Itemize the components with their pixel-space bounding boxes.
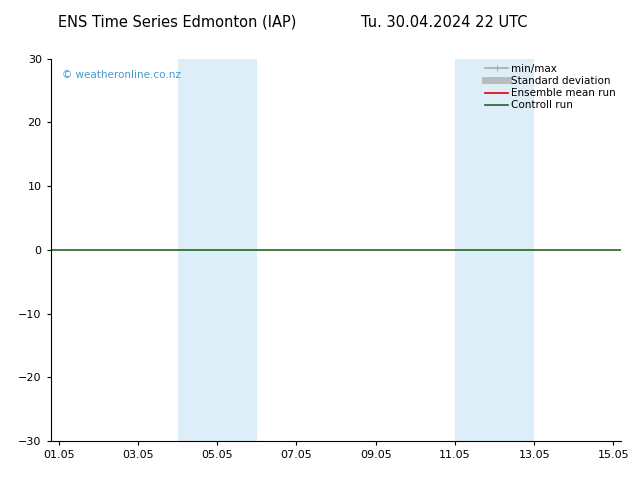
Bar <box>178 59 217 441</box>
Bar <box>495 59 534 441</box>
Legend: min/max, Standard deviation, Ensemble mean run, Controll run: min/max, Standard deviation, Ensemble me… <box>485 64 616 110</box>
Bar <box>217 59 257 441</box>
Text: ENS Time Series Edmonton (IAP): ENS Time Series Edmonton (IAP) <box>58 15 297 29</box>
Text: Tu. 30.04.2024 22 UTC: Tu. 30.04.2024 22 UTC <box>361 15 527 29</box>
Text: © weatheronline.co.nz: © weatheronline.co.nz <box>62 70 181 80</box>
Bar <box>455 59 495 441</box>
